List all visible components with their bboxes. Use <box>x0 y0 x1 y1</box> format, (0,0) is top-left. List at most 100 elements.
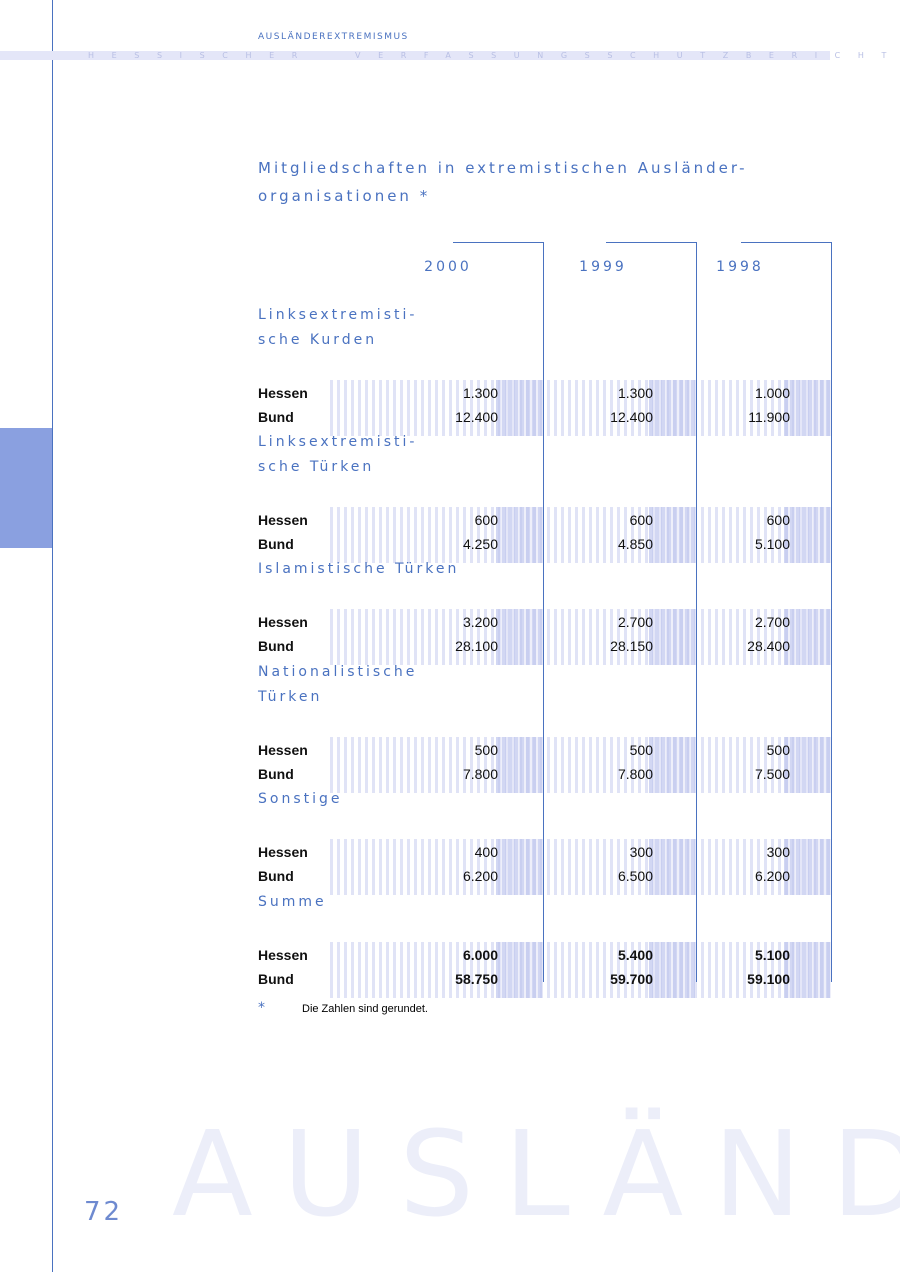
page-number: 72 <box>84 1197 124 1227</box>
row-band-accent <box>649 737 696 793</box>
row-band-accent <box>784 507 831 563</box>
row-band-accent <box>649 942 696 998</box>
cell-value: 5.100 <box>754 947 790 963</box>
cell-value: 1.300 <box>462 385 498 401</box>
row-band-accent <box>784 737 831 793</box>
footnote-marker: * <box>258 1000 265 1016</box>
column-header: 2000 <box>424 259 472 275</box>
cell-value: 6.200 <box>462 868 498 884</box>
cell-value: 1.000 <box>754 385 790 401</box>
column-header: 1999 <box>579 259 627 275</box>
row-label: Hessen <box>258 844 308 860</box>
group-label: Summe <box>258 894 327 910</box>
row-band-accent <box>496 609 543 665</box>
cell-value: 4.250 <box>462 536 498 552</box>
row-label: Hessen <box>258 742 308 758</box>
row-band-accent <box>784 942 831 998</box>
title-line: Mitgliedschaften in extremistischen Ausl… <box>258 159 748 177</box>
row-label: Bund <box>258 638 294 654</box>
left-rule <box>52 0 53 1272</box>
cell-value: 2.700 <box>754 614 790 630</box>
group-label: sche Türken <box>258 459 375 475</box>
column-top-rule <box>453 242 543 243</box>
row-label: Bund <box>258 868 294 884</box>
column-rule <box>543 242 544 982</box>
column-rule <box>831 242 832 982</box>
cell-value: 5.400 <box>617 947 653 963</box>
cell-value: 300 <box>629 844 653 860</box>
group-label: sche Kurden <box>258 332 378 348</box>
row-label: Hessen <box>258 385 308 401</box>
row-band-accent <box>496 737 543 793</box>
cell-value: 59.700 <box>610 971 653 987</box>
row-band-accent <box>496 839 543 895</box>
row-band-accent <box>784 839 831 895</box>
row-band <box>330 507 831 563</box>
header-section: AUSLÄNDEREXTREMISMUS <box>258 32 409 42</box>
cell-value: 6.200 <box>754 868 790 884</box>
cell-value: 7.500 <box>754 766 790 782</box>
group-label: Sonstige <box>258 791 343 807</box>
header-report: HESSISCHER VERFASSUNGSSCHUTZBERICHT 2000 <box>88 51 900 60</box>
column-rule <box>696 242 697 982</box>
cell-value: 500 <box>766 742 790 758</box>
group-label: Islamistische Türken <box>258 561 460 577</box>
cell-value: 600 <box>474 512 498 528</box>
group-label: Türken <box>258 689 323 705</box>
row-band <box>330 380 831 436</box>
header-bar <box>0 51 830 60</box>
cell-value: 400 <box>474 844 498 860</box>
cell-value: 28.100 <box>455 638 498 654</box>
row-label: Hessen <box>258 614 308 630</box>
cell-value: 12.400 <box>610 409 653 425</box>
title-line: organisationen * <box>258 187 431 205</box>
cell-value: 600 <box>629 512 653 528</box>
row-band <box>330 737 831 793</box>
group-label: Linksextremisti- <box>258 434 418 450</box>
cell-value: 1.300 <box>617 385 653 401</box>
column-top-rule <box>741 242 831 243</box>
row-band-accent <box>496 380 543 436</box>
cell-value: 300 <box>766 844 790 860</box>
row-band-accent <box>649 380 696 436</box>
cell-value: 6.000 <box>462 947 498 963</box>
column-header: 1998 <box>716 259 764 275</box>
row-label: Bund <box>258 971 294 987</box>
cell-value: 28.400 <box>747 638 790 654</box>
row-label: Bund <box>258 536 294 552</box>
cell-value: 600 <box>766 512 790 528</box>
row-band <box>330 839 831 895</box>
cell-value: 59.100 <box>747 971 790 987</box>
row-band-accent <box>784 380 831 436</box>
row-label: Hessen <box>258 947 308 963</box>
row-band-accent <box>649 609 696 665</box>
group-label: Linksextremisti- <box>258 307 418 323</box>
row-label: Hessen <box>258 512 308 528</box>
row-band <box>330 942 831 998</box>
row-label: Bund <box>258 409 294 425</box>
row-band-accent <box>496 942 543 998</box>
row-band-accent <box>784 609 831 665</box>
row-band-accent <box>649 839 696 895</box>
cell-value: 4.850 <box>617 536 653 552</box>
cell-value: 58.750 <box>455 971 498 987</box>
column-top-rule <box>606 242 696 243</box>
row-band-accent <box>496 507 543 563</box>
cell-value: 2.700 <box>617 614 653 630</box>
group-label: Nationalistische <box>258 664 418 680</box>
cell-value: 12.400 <box>455 409 498 425</box>
cell-value: 6.500 <box>617 868 653 884</box>
cell-value: 5.100 <box>754 536 790 552</box>
cell-value: 11.900 <box>748 409 790 425</box>
row-label: Bund <box>258 766 294 782</box>
cell-value: 500 <box>629 742 653 758</box>
cell-value: 7.800 <box>462 766 498 782</box>
cell-value: 500 <box>474 742 498 758</box>
watermark: AUSLÄNDER <box>172 1105 900 1243</box>
cell-value: 3.200 <box>462 614 498 630</box>
footnote-text: Die Zahlen sind gerundet. <box>302 1003 428 1015</box>
cell-value: 28.150 <box>610 638 653 654</box>
cell-value: 7.800 <box>617 766 653 782</box>
row-band <box>330 609 831 665</box>
